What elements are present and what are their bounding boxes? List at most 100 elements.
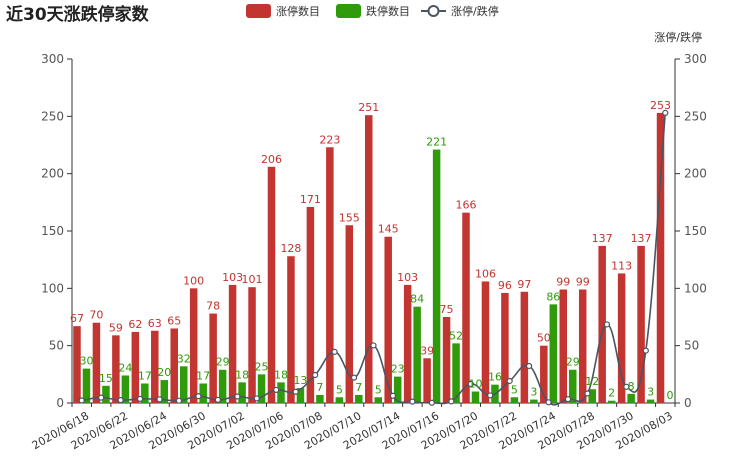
ratio-point[interactable]	[389, 392, 397, 399]
bar-limit-down[interactable]	[393, 376, 402, 403]
bar-limit-up[interactable]	[617, 273, 626, 403]
bar-limit-down[interactable]	[296, 388, 305, 403]
bar-limit-up[interactable]	[637, 245, 645, 403]
bar-limit-down[interactable]	[374, 397, 383, 403]
bar-limit-down[interactable]	[199, 383, 207, 403]
bar-limit-down[interactable]	[413, 306, 421, 403]
ratio-point[interactable]	[428, 399, 435, 406]
legend-item[interactable]: 涨停数目	[246, 4, 320, 18]
bar-limit-down[interactable]	[141, 383, 149, 403]
bar-limit-down[interactable]	[277, 382, 285, 403]
bar-limit-down[interactable]	[160, 380, 169, 403]
bar-limit-up[interactable]	[442, 317, 451, 403]
bar-limit-up[interactable]	[112, 335, 120, 403]
bar-limit-up[interactable]	[248, 287, 256, 403]
data-label-limit-up: 106	[475, 267, 496, 280]
data-label-limit-up: 99	[556, 275, 570, 288]
ratio-point[interactable]	[623, 383, 630, 390]
bar-limit-down[interactable]	[218, 369, 227, 403]
ratio-point[interactable]	[253, 395, 260, 402]
bar-limit-up[interactable]	[520, 291, 529, 403]
bar-limit-down[interactable]	[627, 393, 635, 403]
ratio-point[interactable]	[370, 342, 377, 349]
ratio-point[interactable]	[642, 347, 649, 354]
bar-limit-down[interactable]	[549, 304, 558, 403]
bar-limit-up[interactable]	[540, 345, 548, 403]
legend-item[interactable]: 涨停/跌停	[421, 4, 499, 18]
ratio-point[interactable]	[448, 398, 455, 405]
bar-limit-down[interactable]	[121, 375, 130, 403]
bar-limit-up[interactable]	[384, 236, 392, 403]
bar-limit-up[interactable]	[92, 322, 101, 403]
ratio-point[interactable]	[117, 397, 124, 404]
ratio-point[interactable]	[506, 377, 513, 385]
bar-limit-down[interactable]	[569, 369, 577, 403]
ratio-point[interactable]	[487, 392, 494, 399]
bar-limit-up[interactable]	[326, 147, 334, 403]
bar-limit-up[interactable]	[228, 284, 237, 403]
bar-limit-up[interactable]	[578, 289, 587, 403]
bar-limit-up[interactable]	[189, 288, 198, 403]
bar-limit-up[interactable]	[131, 331, 140, 403]
bar-limit-down[interactable]	[335, 397, 344, 403]
bar-limit-down[interactable]	[179, 366, 188, 403]
bar-limit-up[interactable]	[267, 166, 276, 403]
ratio-point[interactable]	[195, 393, 202, 400]
ratio-point[interactable]	[234, 393, 241, 400]
ratio-point[interactable]	[136, 395, 144, 402]
bar-limit-down[interactable]	[588, 389, 596, 403]
ratio-point[interactable]	[312, 371, 319, 379]
bar-limit-down[interactable]	[607, 400, 616, 403]
bar-limit-up[interactable]	[170, 328, 178, 403]
bar-limit-down[interactable]	[471, 391, 480, 403]
legend-item[interactable]: 跌停数目	[336, 4, 410, 18]
bar-limit-up[interactable]	[481, 281, 490, 403]
bar-limit-up[interactable]	[209, 313, 217, 403]
ratio-point[interactable]	[292, 388, 299, 395]
ratio-point[interactable]	[156, 396, 163, 403]
bar-limit-down[interactable]	[257, 374, 266, 403]
ratio-point[interactable]	[175, 397, 183, 404]
bar-limit-up[interactable]	[151, 330, 159, 403]
bar-limit-up[interactable]	[365, 115, 373, 403]
bar-limit-up[interactable]	[656, 112, 665, 403]
bar-limit-up[interactable]	[559, 289, 568, 403]
ratio-point[interactable]	[350, 374, 358, 381]
bar-limit-up[interactable]	[423, 358, 431, 403]
ratio-point[interactable]	[564, 396, 572, 403]
bar-limit-up[interactable]	[462, 212, 470, 403]
ratio-point[interactable]	[662, 109, 669, 116]
bar-limit-up[interactable]	[403, 284, 412, 403]
ratio-point[interactable]	[584, 390, 591, 397]
ratio-point[interactable]	[214, 396, 221, 404]
bar-limit-up[interactable]	[501, 292, 509, 403]
ratio-point[interactable]	[331, 348, 338, 355]
bar-limit-down[interactable]	[530, 399, 538, 403]
ratio-point[interactable]	[409, 398, 416, 405]
legend[interactable]: 涨停数目 跌停数目 涨停/跌停	[246, 4, 499, 18]
ratio-point[interactable]	[467, 380, 474, 388]
ratio-point[interactable]	[78, 397, 85, 404]
ratio-point[interactable]	[526, 362, 533, 370]
bar-limit-down[interactable]	[646, 399, 655, 403]
bar-limit-up[interactable]	[598, 245, 606, 403]
ratio-point[interactable]	[98, 394, 105, 401]
bar-limit-down[interactable]	[82, 368, 91, 403]
bar-limit-down[interactable]	[452, 343, 460, 403]
bar-limit-down[interactable]	[238, 382, 246, 403]
ratio-point[interactable]	[545, 399, 552, 406]
bar-limit-down[interactable]	[316, 394, 324, 403]
data-label-limit-up: 253	[650, 99, 671, 112]
bar-limit-down[interactable]	[510, 397, 519, 403]
bar-limit-up[interactable]	[306, 206, 315, 403]
data-label-limit-up: 137	[592, 232, 613, 245]
data-label-limit-up: 251	[358, 101, 379, 114]
bar-limit-up[interactable]	[73, 326, 81, 403]
bar-limit-down[interactable]	[432, 149, 441, 403]
ratio-point[interactable]	[273, 386, 280, 394]
bar-limit-up[interactable]	[287, 256, 295, 403]
ratio-point[interactable]	[603, 321, 611, 328]
bar-limit-up[interactable]	[345, 225, 354, 403]
bar-limit-down[interactable]	[355, 394, 363, 403]
bar-limit-down[interactable]	[102, 385, 110, 403]
